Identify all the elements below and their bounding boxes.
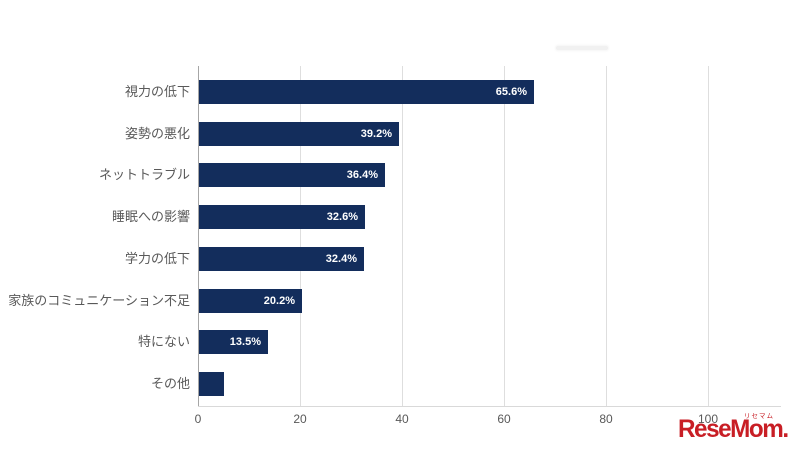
x-tick-label: 80 <box>599 412 613 426</box>
resemom-watermark: リセマム ReseMom. <box>678 413 788 449</box>
x-tick-label: 20 <box>293 412 307 426</box>
gridline-40 <box>402 66 403 406</box>
category-label: 睡眠への影響 <box>111 209 190 225</box>
bar-value-label: 20.2% <box>263 294 295 307</box>
category-label: 視力の低下 <box>124 84 190 99</box>
bar-value-label: 32.4% <box>325 252 357 265</box>
bar-value-label: 13.5% <box>229 336 261 349</box>
plot-area: 65.6% 39.2% 36.4% 32.6% 32.4% 20.2% 13.5% <box>198 66 709 406</box>
gridline-100 <box>708 66 709 406</box>
y-axis-line <box>198 66 199 406</box>
bar: 13.5% <box>199 330 268 355</box>
bar-value-label: 39.2% <box>360 127 392 140</box>
legend-placeholder <box>556 46 608 50</box>
category-label: その他 <box>150 375 190 391</box>
x-tick-label: 60 <box>497 412 511 426</box>
x-axis-line <box>198 406 781 407</box>
resemom-furigana: リセマム <box>744 413 774 420</box>
bar: 36.4% <box>199 163 385 188</box>
gridline-60 <box>504 66 505 406</box>
bar: 65.6% <box>199 80 534 104</box>
bar <box>199 371 224 396</box>
bar-value-label: 65.6% <box>495 86 527 98</box>
bar-value-label: 36.4% <box>346 169 378 182</box>
category-label: ネットトラブル <box>98 167 190 183</box>
gridline-80 <box>606 66 607 406</box>
bar: 32.6% <box>199 205 365 230</box>
category-label: 特にない <box>137 334 190 350</box>
gridline-20 <box>300 66 301 406</box>
bar: 39.2% <box>199 121 399 146</box>
bar: 20.2% <box>199 288 302 313</box>
category-label: 姿勢の悪化 <box>124 125 190 141</box>
x-tick-label: 100 <box>697 412 719 426</box>
resemom-logo-text: ReseMom. <box>678 415 788 443</box>
category-label: 家族のコミュニケーション不足 <box>8 292 190 308</box>
bar: 32.4% <box>199 246 364 271</box>
x-tick-label: 40 <box>395 412 409 426</box>
x-tick-label: 0 <box>194 412 202 426</box>
bar-value-label: 32.6% <box>326 211 358 224</box>
category-label: 学力の低下 <box>124 250 190 266</box>
